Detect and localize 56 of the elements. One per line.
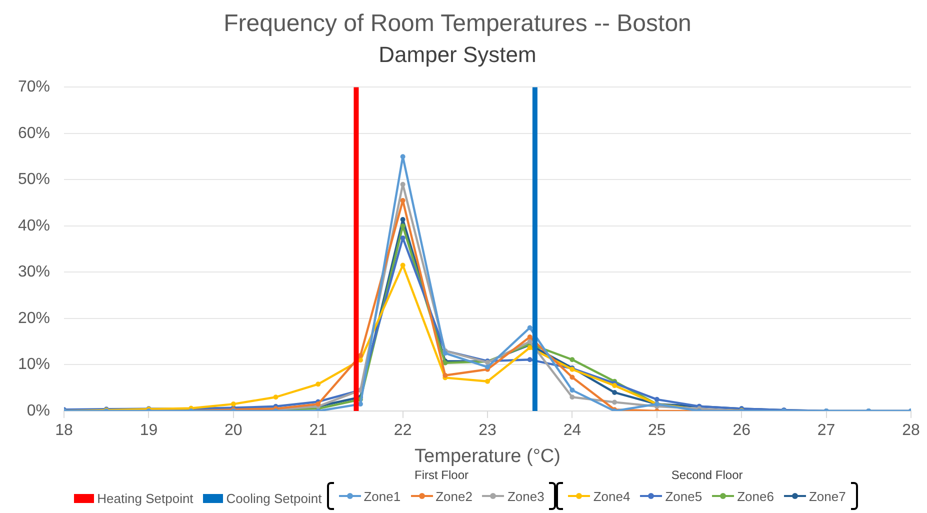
point [570, 374, 575, 380]
legend-label: Zone3 [507, 488, 544, 504]
point [230, 402, 236, 407]
x-tick-label: 27 [817, 422, 836, 440]
x-tick-label: 21 [309, 422, 328, 440]
y-tick-label: 10% [18, 356, 50, 374]
y-tick-label: 30% [18, 264, 50, 281]
point [400, 154, 406, 160]
point [442, 372, 448, 378]
x-tick-label: 28 [902, 422, 920, 440]
chart-title: Frequency of Room Temperatures -- Boston [224, 10, 692, 38]
point [654, 396, 660, 402]
point [570, 388, 575, 393]
point [273, 394, 278, 400]
y-tick-label: 0% [26, 402, 50, 420]
y-tick-label: 20% [18, 310, 50, 327]
x-tick-label: 19 [140, 422, 158, 440]
point [570, 394, 575, 400]
legend-label: Cooling Setpoint [226, 490, 322, 506]
point [400, 182, 406, 187]
y-tick-label: 60% [18, 124, 50, 142]
x-tick-label: 22 [394, 422, 412, 440]
y-tick-label: 40% [18, 217, 50, 234]
x-tick-label: 26 [732, 422, 751, 440]
x-axis-title: Temperature (°C) [414, 446, 560, 467]
x-tick-label: 24 [563, 422, 582, 440]
text: Second Floor [671, 468, 743, 482]
point [400, 216, 406, 222]
y-tick-label: 70% [18, 78, 50, 96]
point [612, 400, 618, 405]
point [485, 378, 490, 384]
legend-label: Zone2 [436, 488, 472, 504]
x-tick-label: 20 [224, 422, 242, 440]
legend-label: Zone4 [593, 488, 630, 504]
legend-label: Zone7 [808, 488, 846, 504]
legend-label: Zone1 [364, 488, 401, 504]
point [400, 223, 406, 228]
point [570, 357, 575, 362]
x-tick-label: 18 [55, 422, 74, 440]
point [316, 382, 321, 387]
point [612, 383, 618, 388]
point [527, 325, 532, 330]
y-tick-label: 50% [18, 171, 50, 188]
point [527, 357, 532, 362]
legend-label: Zone6 [737, 488, 774, 504]
point [400, 236, 406, 240]
chart-subtitle: Damper System [378, 42, 536, 68]
point [527, 345, 532, 350]
x-tick-label: 23 [478, 422, 497, 440]
legend-label: Heating Setpoint [97, 490, 194, 506]
legend-label: Zone5 [665, 488, 702, 504]
text: First Floor [414, 468, 469, 482]
point [612, 390, 618, 395]
point [527, 334, 532, 340]
x-tick-label: 25 [648, 422, 666, 440]
point [442, 350, 448, 356]
